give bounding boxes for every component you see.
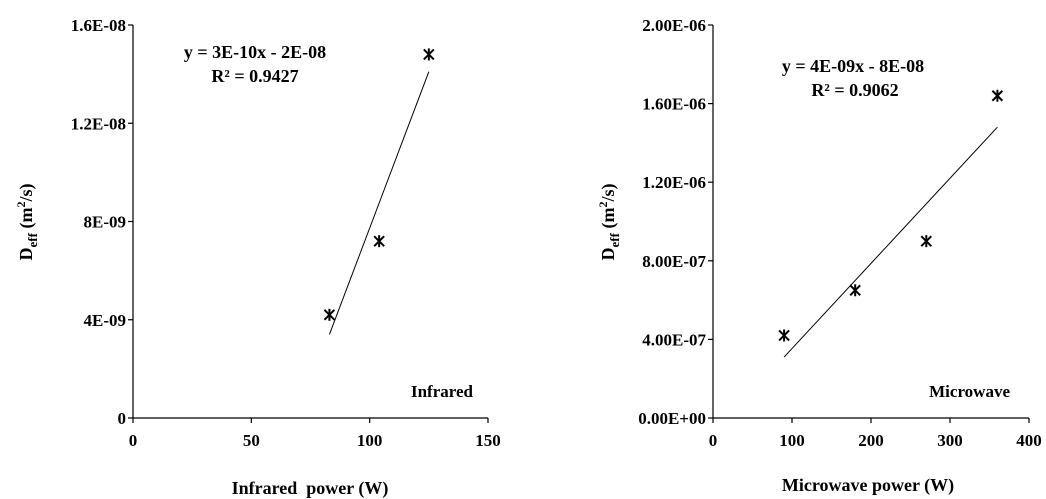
x-axis-title: Microwave power (W) [782, 475, 954, 496]
x-tick-label: 400 [1016, 431, 1042, 450]
y-tick-label: 2.00E-06 [642, 16, 706, 35]
y-tick-label: 1.6E-08 [71, 16, 126, 35]
data-point [423, 48, 435, 61]
trendline [783, 126, 998, 358]
y-axis-title: Deff (m2/s) [596, 184, 622, 261]
y-axis-title: Deff (m2/s) [14, 184, 40, 261]
x-tick-label: 150 [475, 431, 501, 450]
data-point [920, 235, 933, 248]
y-tick-label: 0.00E+00 [638, 409, 706, 428]
trendline-r-squared: R² = 0.9062 [811, 80, 898, 100]
x-tick-label: 50 [243, 431, 260, 450]
y-axis-title-main: D [598, 247, 618, 260]
trendline-equation: y = 3E-10x - 2E-08 [184, 42, 326, 62]
y-axis-title-superscript: 2 [14, 202, 28, 208]
panel-tag: Infrared [411, 382, 474, 401]
y-axis-title-subscript: eff [25, 232, 40, 247]
data-point [991, 89, 1004, 102]
x-tick-label: 100 [357, 431, 383, 450]
data-point [323, 308, 336, 321]
y-axis-title-superscript: 2 [596, 202, 610, 208]
x-axis-title: Infrared power (W) [232, 478, 389, 499]
x-tick-label: 100 [779, 431, 805, 450]
y-axis-title-close: /s) [16, 184, 37, 203]
data-point [373, 235, 385, 248]
y-tick-label: 1.2E-08 [71, 114, 126, 133]
panel-tag: Microwave [929, 382, 1010, 401]
x-tick-label: 300 [937, 431, 963, 450]
y-tick-label: 0 [118, 409, 127, 428]
y-axis-title-subscript: eff [607, 232, 622, 247]
y-tick-label: 4E-09 [84, 311, 127, 330]
data-point [849, 284, 861, 297]
y-axis-title-close: /s) [598, 184, 619, 203]
y-tick-label: 4.00E-07 [642, 330, 706, 349]
trendline [328, 71, 430, 335]
y-axis-title-main: D [16, 247, 36, 260]
data-point [778, 329, 790, 342]
y-axis-title-unit: (m [598, 208, 619, 234]
x-tick-label: 0 [709, 431, 718, 450]
y-tick-label: 8E-09 [84, 213, 127, 232]
y-tick-label: 1.20E-06 [642, 173, 706, 192]
y-tick-label: 8.00E-07 [642, 252, 706, 271]
y-tick-label: 1.60E-06 [642, 95, 706, 114]
x-tick-label: 0 [129, 431, 138, 450]
x-tick-label: 200 [858, 431, 884, 450]
trendline-equation: y = 4E-09x - 8E-08 [782, 56, 924, 76]
y-axis-title-unit: (m [16, 208, 37, 234]
trendline-r-squared: R² = 0.9427 [211, 66, 298, 86]
microwave-chart: 0.00E+00 4.00E-07 8.00E-07 1.20E-06 1.60E-06… [596, 16, 1042, 496]
infrared-chart: 0 4E-09 8E-09 1.2E-08 1.6E-08 0 50 100 150 y = 3E… [14, 16, 501, 499]
